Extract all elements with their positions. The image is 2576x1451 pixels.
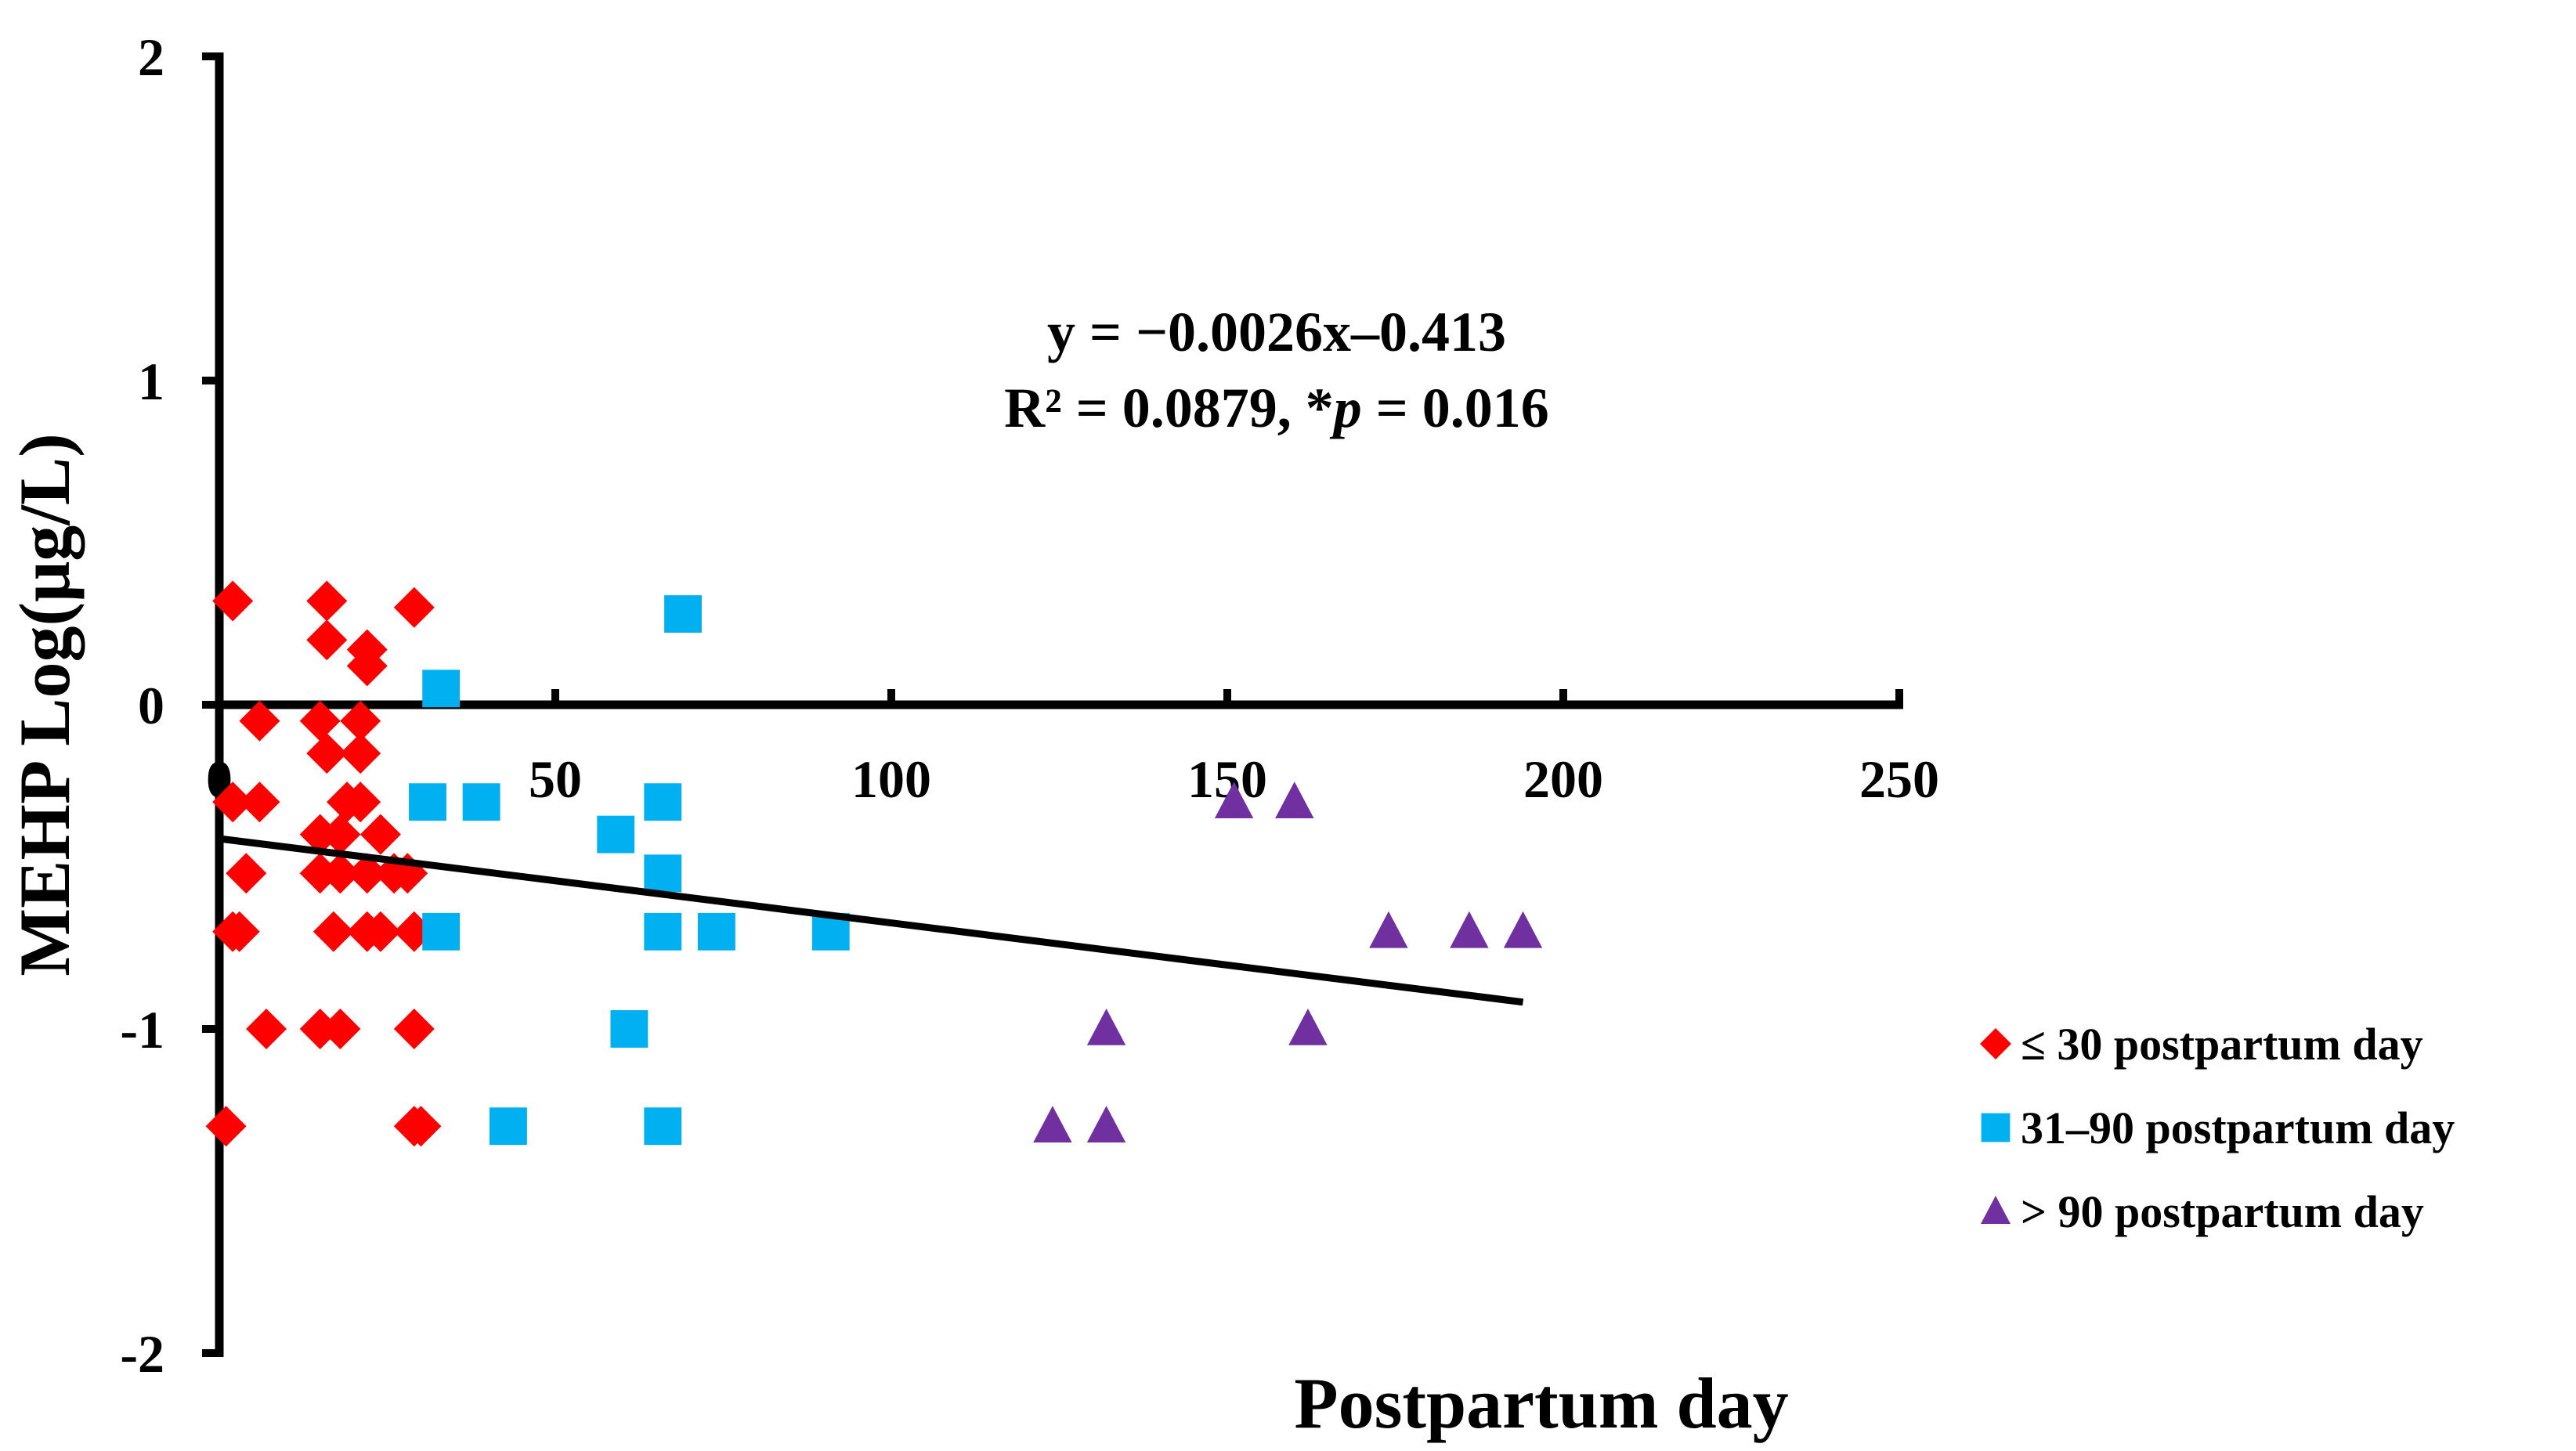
data-point-diamond [340,781,381,823]
legend-label: > 90 postpartum day [2021,1186,2424,1237]
data-point-triangle [1288,1009,1328,1045]
x-tick-label: 50 [529,749,582,809]
data-point-square [644,1107,682,1146]
legend-label: ≤ 30 postpartum day [2021,1019,2423,1070]
data-point-square [409,783,446,821]
y-tick-label: 2 [138,27,164,87]
data-point-triangle [1503,911,1543,948]
data-point-diamond [205,1106,247,1147]
x-axis-title: Postpartum day [1294,1363,1788,1443]
data-point-diamond [306,619,348,661]
equation-line-1: y = −0.0026x–0.413 [1047,301,1506,363]
y-tick-label: -1 [120,1000,164,1059]
data-point-square [422,670,461,708]
data-point-diamond [219,911,260,952]
data-point-diamond [306,733,348,774]
y-tick-label: 0 [138,676,164,735]
data-point-diamond [346,645,388,687]
data-point-diamond [299,700,341,742]
data-point-diamond [306,580,348,622]
data-point-diamond [340,733,381,774]
data-point-diamond [239,781,280,823]
data-point-triangle [1450,911,1489,948]
data-point-diamond [359,814,401,855]
data-point-triangle [1086,1106,1126,1142]
data-point-diamond [346,853,388,894]
data-point-square [610,1010,649,1048]
data-point-diamond [226,853,267,894]
data-point-diamond [393,587,435,628]
data-point-square [644,912,682,951]
data-point-diamond [246,1009,287,1049]
legend-marker-square [1981,1113,2011,1142]
x-tick-label: 200 [1523,749,1603,809]
data-point-diamond [400,1106,442,1147]
data-point-triangle [1214,781,1254,818]
data-point-triangle [1275,781,1314,818]
y-tick-label: -2 [120,1324,164,1384]
x-tick-label: 100 [851,749,931,809]
data-point-diamond [313,911,354,952]
data-point-diamond [340,700,381,742]
data-point-diamond [393,1009,435,1049]
data-point-square [462,783,500,821]
data-points [205,580,1543,1147]
y-axis-title: MEHP Log(μg/L) [5,433,85,976]
data-point-square [597,815,635,854]
data-point-square [664,595,702,633]
data-point-diamond [212,580,254,622]
data-point-triangle [1369,911,1408,948]
x-tick-label: 250 [1859,749,1939,809]
data-point-diamond [320,853,361,894]
data-point-square [644,854,682,893]
data-point-diamond [320,1009,361,1049]
data-point-diamond [239,700,280,742]
equation-line-2: R² = 0.0879, *p = 0.016 [1004,377,1549,439]
legend-marker-diamond [1980,1028,2011,1059]
data-point-square [698,912,735,951]
y-axis-ticks: 2 1 0 -1 -2 [120,27,219,1384]
trendline [219,835,1524,1006]
data-point-diamond [320,814,361,855]
y-tick-label: 1 [138,352,164,411]
data-point-diamond [212,781,254,823]
data-point-square [644,783,682,821]
data-point-triangle [1086,1009,1126,1045]
data-point-square [490,1107,527,1146]
legend-label: 31–90 postpartum day [2021,1103,2455,1153]
legend: ≤ 30 postpartum day 31–90 postpartum day >… [1980,1019,2455,1237]
data-point-square [422,912,461,951]
data-point-triangle [1033,1106,1072,1142]
legend-marker-triangle [1981,1196,2011,1224]
data-point-diamond [359,911,401,952]
